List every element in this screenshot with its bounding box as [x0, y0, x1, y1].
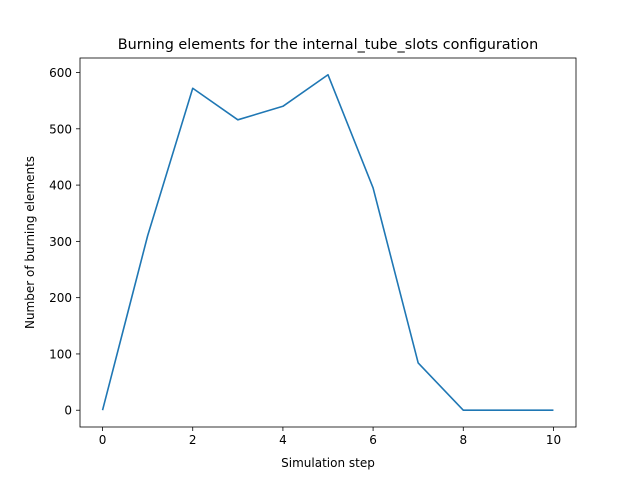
y-axis-label: Number of burning elements: [23, 156, 37, 329]
x-tick-label: 2: [189, 433, 197, 447]
x-tick-label: 0: [99, 433, 107, 447]
chart-title: Burning elements for the internal_tube_s…: [118, 37, 538, 53]
y-axis: 0 100 200 300 400 500 600: [49, 66, 80, 418]
y-tick-label: 200: [49, 291, 72, 305]
y-tick-label: 600: [49, 66, 72, 80]
x-axis-label: Simulation step: [281, 456, 375, 470]
y-tick-label: 500: [49, 122, 72, 136]
y-tick-label: 300: [49, 235, 72, 249]
x-axis: 0 2 4 6 8 10: [99, 427, 561, 447]
plot-area: [101, 73, 554, 412]
plot-frame: [79, 57, 577, 428]
x-tick-label: 6: [369, 433, 377, 447]
x-tick-label: 8: [459, 433, 467, 447]
y-tick-label: 0: [64, 404, 72, 418]
x-tick-label: 4: [279, 433, 287, 447]
y-tick-label: 400: [49, 179, 72, 193]
x-tick-label: 10: [546, 433, 561, 447]
y-tick-label: 100: [49, 347, 72, 361]
series-line-0: [101, 73, 554, 412]
